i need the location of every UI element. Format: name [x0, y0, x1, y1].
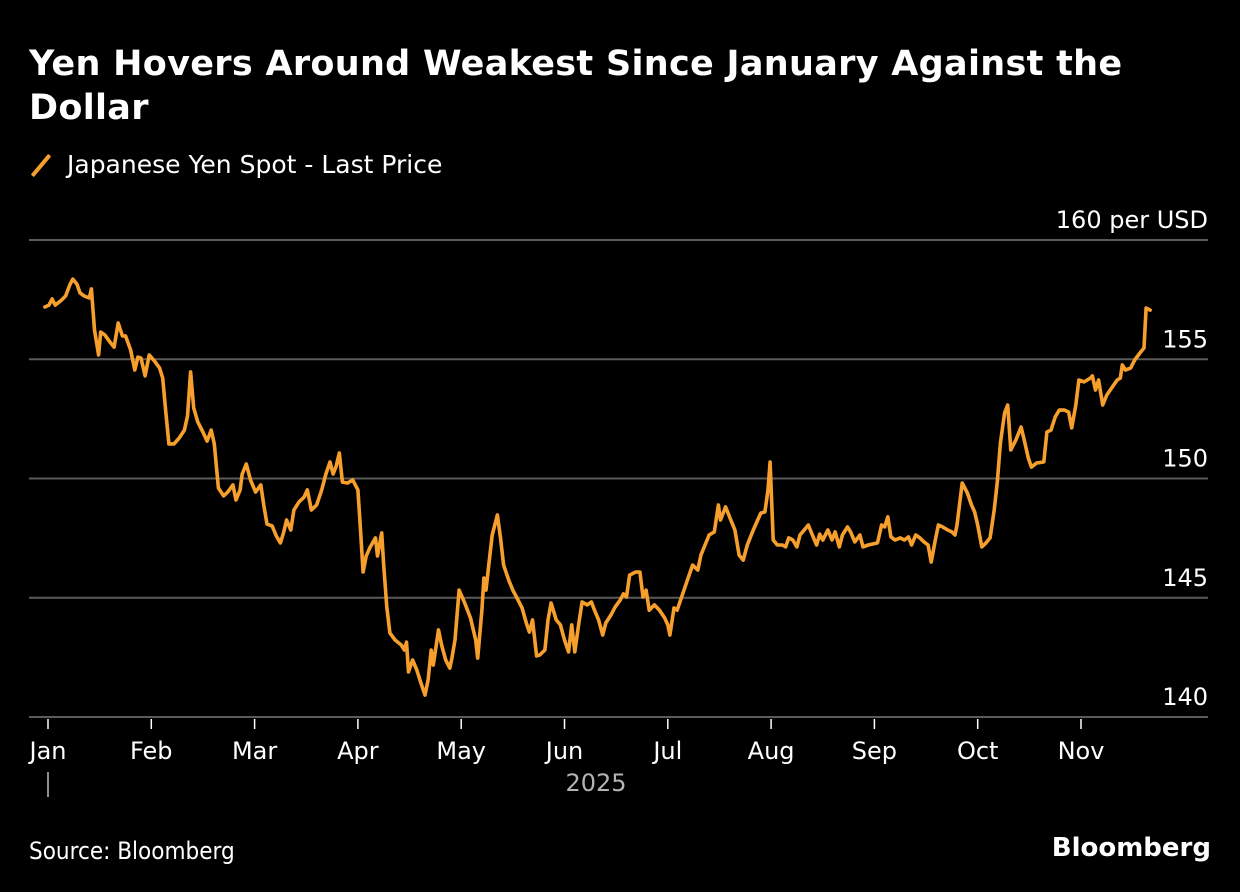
x-tick-label-jun: Jun	[544, 737, 584, 765]
year-label: 2025	[565, 769, 626, 797]
y-tick-label-150: 150	[1162, 445, 1208, 473]
y-axis-ticks: 160 per USD 155 150 145 140	[1056, 206, 1208, 711]
x-tick-label-may: May	[436, 737, 486, 765]
x-tick-label-oct: Oct	[957, 737, 999, 765]
y-tick-label-140: 140	[1162, 683, 1208, 711]
y-tick-label-160: 160 per USD	[1056, 206, 1208, 234]
x-tick-label-mar: Mar	[232, 737, 277, 765]
x-tick-label-jul: Jul	[651, 737, 682, 765]
bloomberg-logo: Bloomberg	[1051, 833, 1211, 863]
series-line-yen-spot	[43, 277, 1152, 697]
x-tick-label-apr: Apr	[337, 737, 379, 765]
x-tick-label-sep: Sep	[852, 737, 897, 765]
x-tick-label-jan: Jan	[28, 737, 67, 765]
y-tick-label-155: 155	[1162, 325, 1208, 353]
gridlines	[29, 239, 1208, 718]
source-note: Source: Bloomberg	[29, 837, 235, 865]
legend: Japanese Yen Spot - Last Price	[29, 150, 442, 179]
x-tick-label-nov: Nov	[1058, 737, 1105, 765]
chart-title: Yen Hovers Around Weakest Since January …	[29, 44, 1123, 128]
x-axis: Jan Feb Mar Apr May Jun Jul Aug Sep Oct Nov 2025	[28, 719, 1105, 797]
x-tick-label-aug: Aug	[748, 737, 795, 765]
y-tick-label-145: 145	[1162, 564, 1208, 592]
x-tick-label-feb: Feb	[130, 737, 173, 765]
series-layer	[43, 277, 1152, 697]
legend-label: Japanese Yen Spot - Last Price	[67, 150, 443, 179]
